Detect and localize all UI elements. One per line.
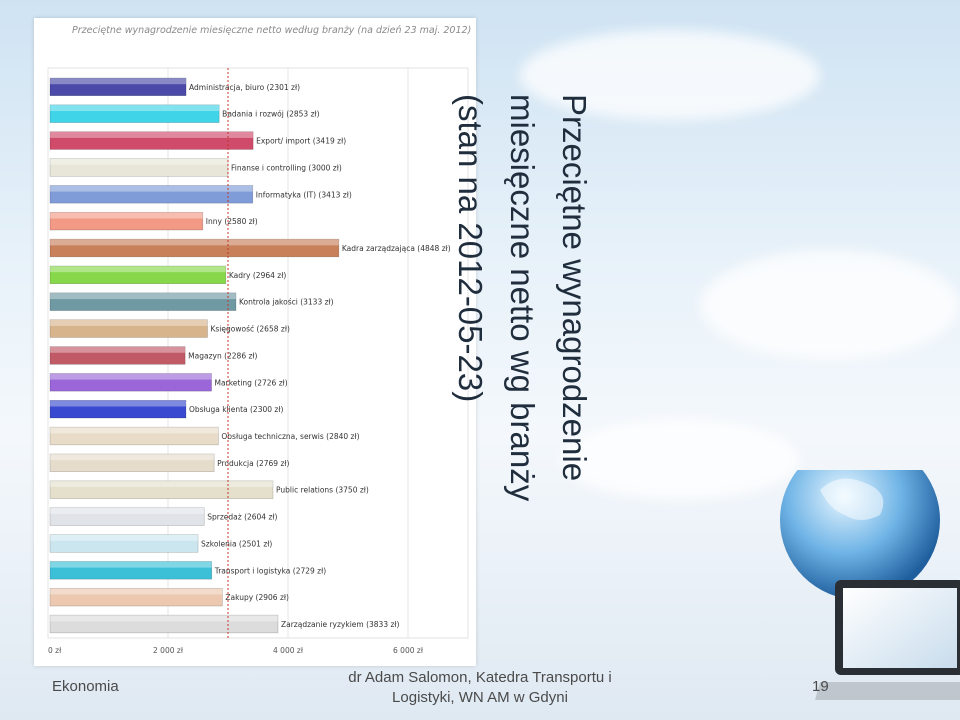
page-number: 19: [812, 678, 829, 695]
x-tick-label: 0 zł: [48, 646, 62, 655]
bar: [49, 131, 254, 150]
bar-highlight: [50, 158, 228, 165]
bar: [49, 319, 208, 338]
bar-label: Zakupy (2906 zł): [225, 593, 289, 602]
bar-highlight: [50, 480, 273, 488]
bar-highlight: [50, 534, 199, 541]
slide-title-line: (stan na 2012-05-23): [451, 94, 489, 403]
background-cloud: [560, 420, 800, 500]
bar-label: Finanse i controlling (3000 zł): [231, 163, 342, 172]
bar-highlight: [50, 400, 186, 407]
bar-label: Export/ import (3419 zł): [256, 137, 346, 146]
bar: [49, 292, 237, 311]
bar-highlight: [50, 346, 186, 353]
footer-author-line: Logistyki, WN AM w Gdyni: [392, 688, 568, 706]
bar-highlight: [50, 427, 219, 434]
globe-laptop-illustration: [780, 470, 960, 700]
background-cloud: [700, 250, 960, 360]
salary-bar-chart: Przeciętne wynagrodzenie miesięczne nett…: [47, 25, 471, 655]
bar-highlight: [50, 131, 254, 138]
bar-highlight: [50, 239, 339, 246]
bar: [49, 346, 186, 365]
bar-highlight: [50, 373, 212, 380]
bar: [49, 238, 340, 258]
bar-label: Szkolenia (2501 zł): [201, 539, 272, 548]
footer-author: dr Adam Salomon, Katedra Transportu i Lo…: [330, 668, 630, 707]
bar: [49, 265, 227, 285]
bar-label: Zarządzanie ryzykiem (3833 zł): [281, 620, 400, 629]
x-tick-label: 6 000 zł: [393, 646, 424, 655]
bar: [49, 614, 279, 634]
bar: [49, 158, 229, 177]
bar-highlight: [50, 454, 215, 461]
bar-label: Produkcja (2769 zł): [217, 459, 289, 468]
bar: [49, 185, 254, 204]
bar-label: Marketing (2726 zł): [215, 378, 288, 387]
bar-highlight: [50, 266, 226, 273]
bar-label: Public relations (3750 zł): [276, 486, 369, 495]
bar: [49, 77, 187, 97]
background-cloud: [520, 30, 820, 120]
globe-continent-shape: [820, 478, 884, 520]
bar: [49, 507, 205, 526]
bar: [49, 534, 199, 553]
bar: [49, 453, 215, 473]
x-tick-label: 2 000 zł: [153, 646, 184, 655]
laptop-base-icon: [815, 682, 960, 700]
bar: [49, 104, 220, 123]
bar-label: Magazyn (2286 zł): [188, 351, 257, 360]
bar: [49, 561, 213, 580]
bar-label: Administracja, biuro (2301 zł): [189, 83, 300, 92]
bar: [49, 587, 223, 607]
bar-label: Inny (2580 zł): [206, 217, 258, 226]
bar: [49, 373, 212, 392]
bar-highlight: [50, 292, 236, 300]
footer-course-name: Ekonomia: [52, 678, 119, 695]
slide-title: Przeciętne wynagrodzenie miesięczne nett…: [444, 94, 600, 594]
bar-label: Informatyka (IT) (3413 zł): [256, 190, 352, 199]
globe-icon: [780, 470, 940, 600]
bar-highlight: [50, 588, 223, 595]
chart-title: Przeciętne wynagrodzenie miesięczne nett…: [72, 25, 471, 36]
bar-label: Kadra zarządzająca (4848 zł): [342, 244, 451, 253]
bar-label: Obsługa klienta (2300 zł): [189, 405, 283, 414]
bar-label: Transport i logistyka (2729 zł): [214, 566, 327, 575]
bar: [49, 426, 219, 446]
bar-highlight: [50, 104, 220, 112]
bar-label: Badania i rozwój (2853 zł): [222, 110, 319, 119]
x-tick-label: 4 000 zł: [273, 646, 304, 655]
bar-highlight: [50, 615, 278, 622]
bar-label: Obsługa techniczna, serwis (2840 zł): [221, 432, 359, 441]
slide-title-line: Przeciętne wynagrodzenie: [556, 94, 593, 482]
laptop-display: [843, 588, 957, 668]
bar-label: Sprzedaż (2604 zł): [207, 513, 277, 522]
bar-highlight: [50, 212, 203, 219]
bar: [49, 211, 204, 231]
bar: [49, 399, 187, 419]
bar-label: Kadry (2964 zł): [229, 271, 287, 280]
bar-highlight: [50, 78, 187, 85]
footer-author-line: dr Adam Salomon, Katedra Transportu i: [348, 669, 612, 686]
chart-panel: Przeciętne wynagrodzenie miesięczne nett…: [34, 18, 476, 666]
slide-title-line: miesięczne netto wg branży: [503, 94, 541, 502]
bar-label: Księgowość (2658 zł): [210, 325, 289, 334]
bar-label: Kontrola jakości (3133 zł): [239, 298, 334, 307]
bar: [49, 480, 274, 499]
bar-highlight: [50, 185, 253, 192]
bar-highlight: [50, 319, 208, 326]
bar-highlight: [50, 561, 212, 568]
bar-highlight: [50, 507, 205, 514]
